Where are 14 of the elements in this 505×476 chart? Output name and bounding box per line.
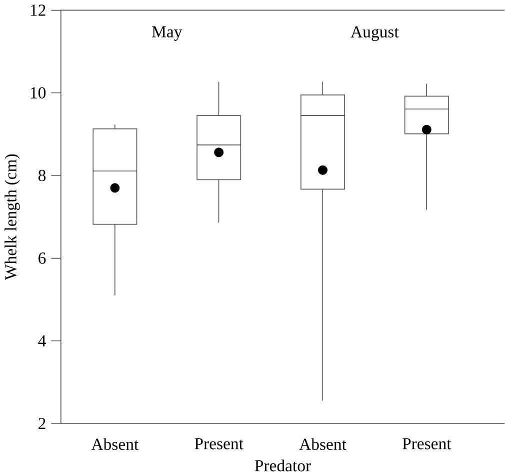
y-axis-title: Whelk length (cm) <box>4 154 20 280</box>
y-tick-label: 4 <box>38 335 46 346</box>
y-tick-label: 10 <box>30 87 46 98</box>
x-tick-label: Absent <box>299 438 346 450</box>
x-tick-label: Absent <box>91 438 139 450</box>
x-tick-label: Present <box>402 438 452 450</box>
y-tick-label: 12 <box>30 4 46 16</box>
y-tick-label: 2 <box>38 418 46 430</box>
annotation: May <box>152 26 182 41</box>
x-tick-label: Present <box>194 438 244 450</box>
y-tick-label: 6 <box>38 252 46 264</box>
annotation: August <box>350 26 399 41</box>
x-axis-title: Predator <box>254 460 311 472</box>
y-tick-label: 8 <box>38 170 46 182</box>
